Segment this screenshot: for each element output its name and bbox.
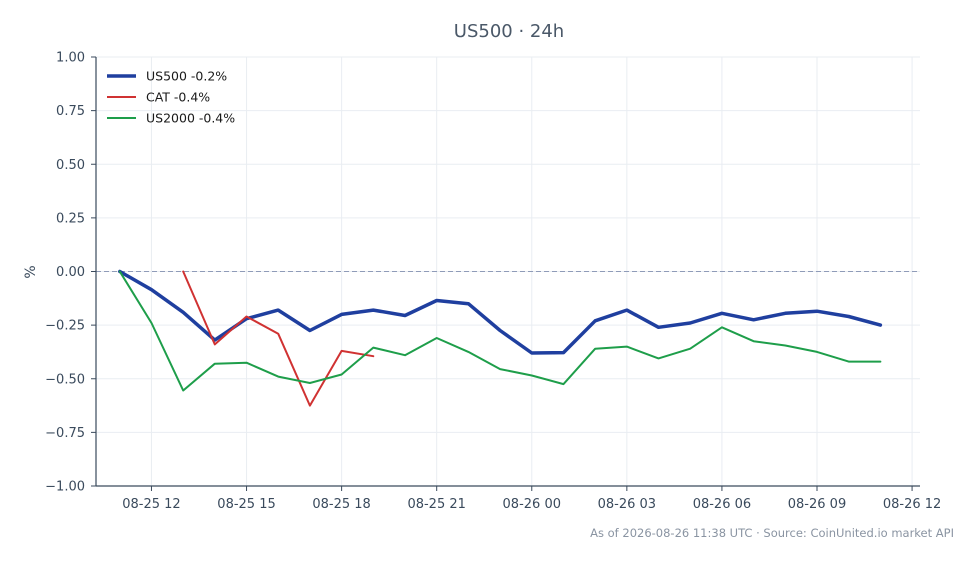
y-tick-label: 0.75 xyxy=(56,104,85,119)
x-tick-label: 08-26 12 xyxy=(883,497,941,512)
y-tick-label: 1.00 xyxy=(56,51,85,66)
y-tick-label: −0.50 xyxy=(45,372,85,387)
y-tick-label: 0.00 xyxy=(56,265,85,280)
series-line-us2000 xyxy=(118,270,882,392)
x-tick-label: 08-26 06 xyxy=(693,497,751,512)
legend-label-us500: US500 -0.2% xyxy=(146,69,227,84)
x-tick-label: 08-26 03 xyxy=(598,497,656,512)
source-footnote: As of 2026-08-26 11:38 UTC · Source: Coi… xyxy=(590,526,954,540)
y-tick-label: 0.25 xyxy=(56,211,85,226)
y-tick-label: −0.25 xyxy=(45,319,85,334)
y-tick-label: −1.00 xyxy=(45,480,85,495)
x-tick-label: 08-25 21 xyxy=(407,497,465,512)
x-tick-label: 08-25 18 xyxy=(312,497,370,512)
x-tick-label: 08-25 12 xyxy=(122,497,180,512)
x-tick-label: 08-26 00 xyxy=(503,497,561,512)
y-axis-label: % xyxy=(23,265,39,278)
series-group xyxy=(118,269,883,407)
legend-label-cat: CAT -0.4% xyxy=(146,90,210,105)
legend: US500 -0.2% CAT -0.4% US2000 -0.4% xyxy=(107,69,235,126)
x-tick-label: 08-26 09 xyxy=(788,497,846,512)
legend-label-us2000: US2000 -0.4% xyxy=(146,111,235,126)
chart-title: US500 · 24h xyxy=(454,21,564,42)
y-tick-label: 0.50 xyxy=(56,158,85,173)
series-line-us500 xyxy=(118,269,883,355)
axes: 1.00 0.75 0.50 0.25 0.00 −0.25 −0.50 −0.75 −1.00… xyxy=(45,51,941,513)
series-line-cat xyxy=(182,270,375,407)
x-tick-label: 08-25 15 xyxy=(217,497,275,512)
y-tick-label: −0.75 xyxy=(45,426,85,441)
